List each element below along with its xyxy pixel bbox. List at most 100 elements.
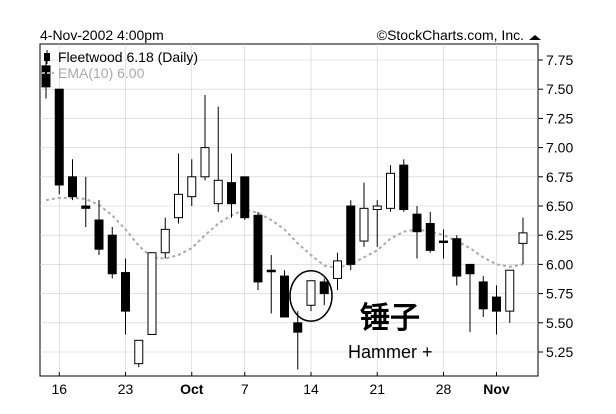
candle — [425, 211, 435, 253]
x-tick-label: 23 — [118, 381, 134, 397]
chart-date: 4-Nov-2002 4:00pm — [40, 27, 164, 43]
y-tick-label: 6.25 — [546, 227, 573, 243]
candle — [227, 153, 236, 218]
candle-body-up — [200, 147, 210, 178]
candle-body-down — [478, 281, 488, 310]
candle-body-up — [187, 176, 197, 198]
candle-body-down — [452, 238, 462, 277]
y-tick-label: 5.75 — [546, 286, 573, 302]
candle — [452, 235, 462, 286]
candle — [465, 263, 475, 333]
candle-legend-icon — [44, 50, 50, 64]
y-tick-label: 7.75 — [546, 52, 573, 68]
candle-body-down — [425, 223, 435, 251]
x-tick-label: Nov — [483, 381, 510, 397]
y-tick-label: 6.50 — [546, 198, 573, 214]
candle-body-down — [346, 205, 356, 265]
candle — [306, 280, 316, 312]
candle-body-down — [54, 88, 64, 186]
candle — [359, 182, 369, 247]
candle — [121, 258, 130, 335]
y-tick-label: 7.00 — [546, 140, 573, 156]
candle — [412, 206, 422, 259]
candle-body-down — [465, 263, 475, 275]
candle-body-down — [319, 281, 329, 295]
y-tick-label: 6.00 — [546, 256, 573, 272]
plot-frame — [39, 43, 539, 377]
candle-body-up — [518, 232, 528, 244]
candle-body-up — [333, 260, 342, 279]
y-tick-label: 7.25 — [546, 110, 573, 126]
y-tick-label: 5.25 — [546, 344, 573, 360]
candle — [293, 311, 303, 370]
candle — [213, 106, 223, 212]
candle — [200, 95, 210, 181]
copyright-text: ©StockCharts.com, Inc. — [377, 27, 524, 43]
ema-line-layer — [45, 196, 524, 269]
candle — [134, 339, 144, 368]
candle — [107, 227, 117, 279]
legend-ema: EMA(10) 6.00 — [58, 65, 145, 81]
candle-body-down — [240, 176, 250, 219]
legend: Fleetwood 6.18 (Daily) EMA(10) 6.00 — [42, 49, 198, 81]
candle-body-up — [134, 339, 144, 365]
candles-layer — [41, 56, 528, 370]
x-tick-label: 21 — [369, 381, 385, 397]
y-tick-label: 5.50 — [546, 315, 573, 331]
annotation-chinese: 锤子 — [360, 301, 420, 336]
candle — [81, 176, 91, 228]
candle-body-down — [94, 219, 104, 250]
candle — [346, 200, 356, 271]
candle — [266, 255, 276, 314]
candle-body-up — [160, 228, 170, 254]
candle — [386, 165, 395, 212]
candle-body-down — [227, 182, 236, 205]
candle-body-down — [293, 322, 303, 333]
candle-body-up — [359, 207, 369, 242]
candle — [505, 269, 515, 323]
menu-icon[interactable] — [529, 35, 541, 40]
candle-body-down — [266, 269, 276, 273]
candle-body-up — [213, 179, 223, 205]
candle — [518, 217, 528, 265]
candle-body-down — [107, 234, 117, 275]
candle — [160, 217, 170, 259]
candle — [439, 229, 448, 259]
candle — [372, 200, 382, 247]
x-tick-label: 7 — [241, 381, 249, 397]
candle — [68, 159, 77, 201]
x-tick-label: 16 — [51, 381, 67, 397]
candle-body-down — [492, 296, 501, 312]
x-tick-label: Oct — [180, 381, 204, 397]
candle — [187, 159, 197, 206]
candle-body-down — [253, 214, 263, 283]
candle-body-down — [68, 176, 77, 198]
y-axis: 7.75 7.50 7.25 7.00 6.75 6.50 6.25 6.00 5.75 5.50… — [538, 52, 573, 360]
legend-price: Fleetwood 6.18 (Daily) — [58, 49, 198, 65]
candle-body-up — [147, 252, 157, 335]
hammer-highlight-circle — [289, 270, 333, 322]
grid-lines — [40, 44, 538, 376]
candle — [478, 276, 488, 317]
candle-body-up — [174, 193, 183, 219]
candle — [319, 278, 329, 306]
annotation-hammer: Hammer + — [348, 342, 433, 362]
x-axis: 16 23 Oct 7 14 21 28 Nov — [51, 372, 510, 397]
candle — [399, 159, 409, 212]
candle-body-down — [439, 240, 448, 244]
candle-body-up — [306, 280, 316, 306]
ema-line — [45, 196, 524, 269]
candle — [280, 270, 289, 318]
candle — [94, 200, 104, 256]
candle-body-up — [372, 205, 382, 211]
candle-body-down — [81, 205, 91, 209]
candle — [174, 153, 183, 224]
candle-body-down — [412, 213, 422, 233]
candle — [253, 211, 263, 291]
candle — [333, 252, 342, 291]
y-tick-label: 6.75 — [546, 169, 573, 185]
candle-body-up — [505, 269, 515, 312]
candle-body-down — [280, 275, 289, 318]
candle — [41, 56, 51, 99]
